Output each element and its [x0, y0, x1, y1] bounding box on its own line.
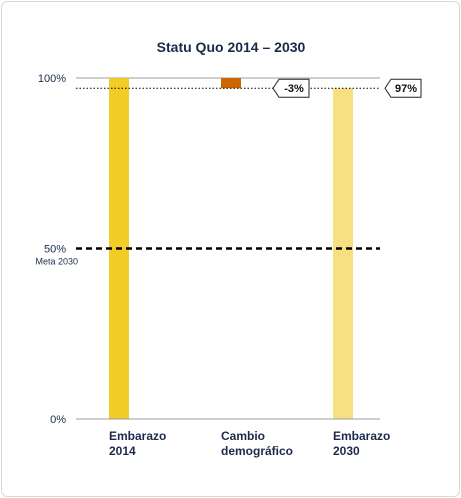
reference-lines: [76, 87, 380, 250]
data-label: 97%: [384, 78, 422, 98]
x-tick-label-line2: 2014: [109, 444, 136, 458]
chart-title: Statu Quo 2014 – 2030: [157, 39, 306, 55]
x-tick-label-line2: demográfico: [221, 444, 293, 458]
data-label-box: [384, 78, 422, 98]
data-label-text: 97%: [395, 83, 417, 95]
data-labels: -3% 97%: [272, 78, 422, 98]
bar-2: [221, 78, 241, 89]
data-label-box: [272, 78, 310, 98]
y-tick-sublabel: Meta 2030: [35, 257, 78, 267]
data-label-text: -3%: [284, 83, 304, 95]
x-axis: Embarazo2014CambiodemográficoEmbarazo203…: [76, 418, 390, 458]
x-tick-label-line2: 2030: [333, 444, 360, 458]
y-tick-label: 0%: [50, 414, 66, 426]
x-tick-label: Embarazo: [109, 429, 166, 443]
x-tick-label: Embarazo: [333, 429, 390, 443]
bar-3: [333, 88, 353, 419]
y-axis: 100% 50%Meta 2030 0%: [35, 73, 78, 426]
data-label: -3%: [272, 78, 310, 98]
y-tick-label: 100%: [38, 73, 66, 85]
y-tick-label: 50%: [44, 244, 66, 256]
x-tick-label: Cambio: [221, 429, 265, 443]
